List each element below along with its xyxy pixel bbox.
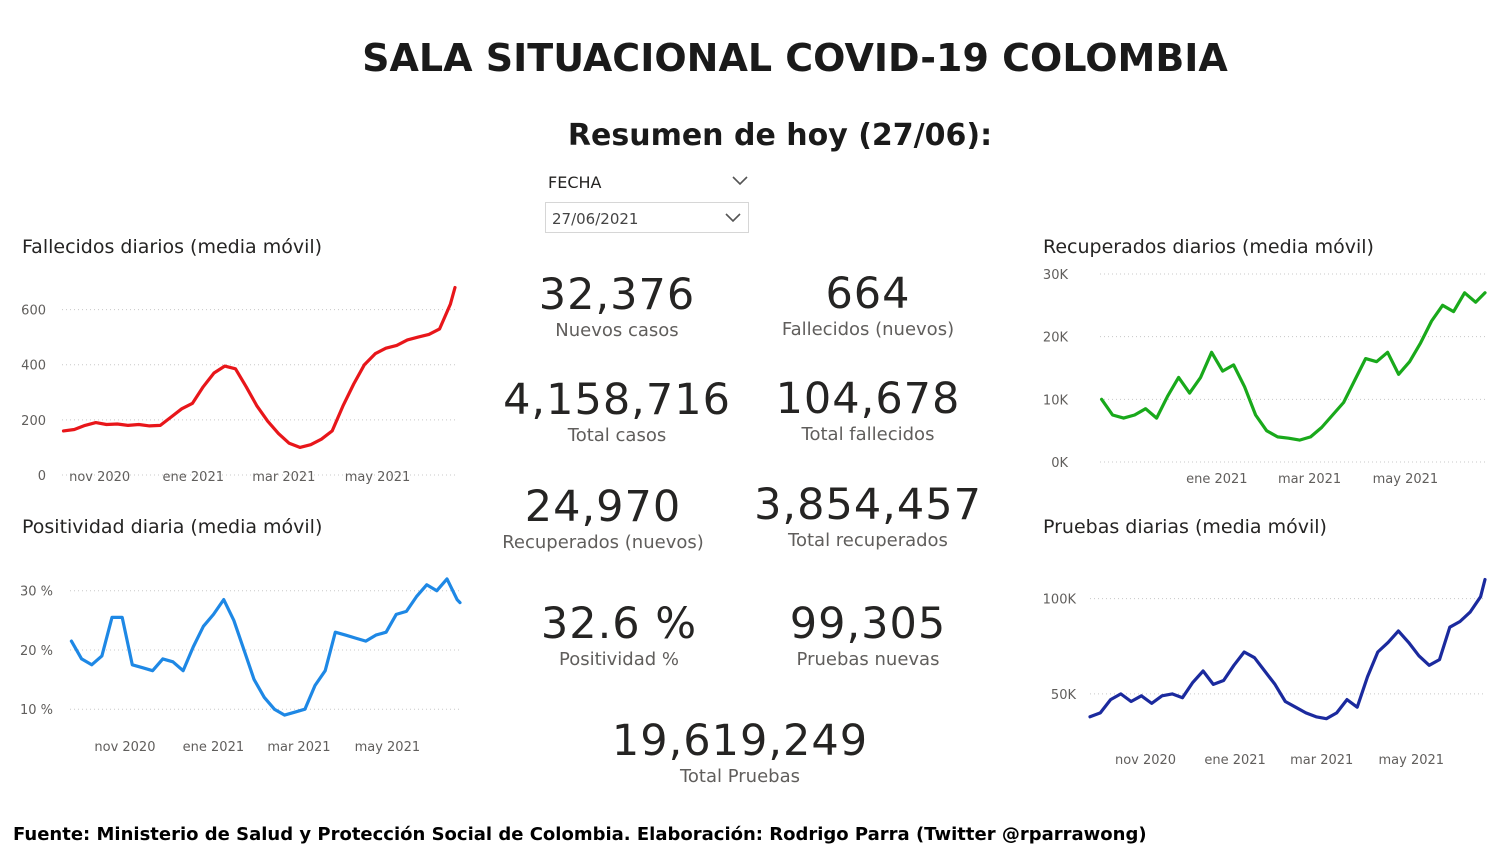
kpi-label: Fallecidos (nuevos)	[781, 319, 955, 340]
kpi-value: 3,854,457	[754, 480, 982, 530]
kpi-value: 104,678	[775, 374, 961, 424]
kpi-value: 4,158,716	[503, 375, 731, 425]
x-tick-label: may 2021	[1379, 753, 1445, 768]
chart-title-recuperados: Recuperados diarios (media móvil)	[1043, 236, 1374, 258]
y-tick-label: 20K	[1043, 331, 1069, 346]
y-tick-label: 30K	[1043, 268, 1069, 283]
pruebas-chart: 50K 100K nov 2020 ene 2021 mar 2021 may 2021	[1043, 577, 1487, 768]
kpi-value: 664	[825, 269, 911, 319]
kpi-label: Total Pruebas	[679, 766, 800, 787]
y-tick-label: 600	[21, 304, 46, 319]
kpi-positividad: 32.6 % Positividad %	[469, 600, 769, 671]
kpi-label: Positividad %	[558, 649, 680, 670]
y-tick-label: 50K	[1051, 688, 1077, 703]
chevron-down-icon	[725, 213, 741, 223]
kpi-total-pruebas: 19,619,249 Total Pruebas	[540, 717, 940, 788]
chart-title-fallecidos: Fallecidos diarios (media móvil)	[22, 236, 323, 258]
positividad-chart: 10 % 20 % 30 % nov 2020 ene 2021 mar 2021 may …	[20, 577, 462, 755]
kpi-value: 19,619,249	[611, 716, 869, 766]
series-line-fallecidos	[61, 285, 457, 449]
kpi-value: 32,376	[538, 270, 696, 320]
x-tick-label: mar 2021	[252, 470, 315, 485]
series-line-pruebas	[1088, 577, 1487, 721]
y-tick-label: 200	[21, 414, 46, 429]
x-tick-label: mar 2021	[267, 740, 330, 755]
kpi-label: Total fallecidos	[801, 424, 935, 445]
kpi-total-recuperados: 3,854,457 Total recuperados	[718, 481, 1018, 552]
chart-title-pruebas: Pruebas diarias (media móvil)	[1043, 516, 1327, 538]
x-tick-label: ene 2021	[1204, 753, 1265, 768]
kpi-label: Recuperados (nuevos)	[502, 532, 704, 553]
x-tick-label: may 2021	[355, 740, 421, 755]
series-line-positividad	[69, 577, 462, 717]
recuperados-chart: 0K 10K 20K 30K ene 2021 mar 2021 may 2021	[1043, 268, 1487, 487]
kpi-value: 32.6 %	[540, 599, 698, 649]
kpi-label: Pruebas nuevas	[796, 649, 940, 670]
source-footer: Fuente: Ministerio de Salud y Protección…	[13, 824, 1147, 845]
x-tick-label: ene 2021	[183, 740, 244, 755]
y-tick-label: 100K	[1043, 593, 1077, 608]
kpi-recuperados-nuevos: 24,970 Recuperados (nuevos)	[453, 483, 753, 554]
y-tick-label: 0K	[1051, 456, 1068, 471]
date-slicer-label: FECHA	[548, 173, 602, 192]
x-tick-label: ene 2021	[1186, 472, 1247, 487]
date-select-value: 27/06/2021	[552, 210, 639, 228]
summary-title: Resumen de hoy (27/06):	[567, 118, 993, 153]
y-tick-label: 400	[21, 359, 46, 374]
x-tick-label: ene 2021	[163, 470, 224, 485]
x-tick-label: may 2021	[1373, 472, 1439, 487]
y-tick-label: 30 %	[20, 585, 53, 600]
kpi-nuevos-casos: 32,376 Nuevos casos	[467, 271, 767, 342]
x-tick-label: mar 2021	[1290, 753, 1353, 768]
kpi-pruebas-nuevas: 99,305 Pruebas nuevas	[718, 600, 1018, 671]
kpi-value: 99,305	[789, 599, 947, 649]
fallecidos-chart: 0 200 400 600 nov 2020 ene 2021 mar 2021 may 20…	[21, 285, 457, 485]
kpi-fallecidos-nuevos: 664 Fallecidos (nuevos)	[718, 270, 1018, 341]
date-select[interactable]: 27/06/2021	[545, 202, 749, 233]
x-tick-label: nov 2020	[1115, 753, 1176, 768]
x-tick-label: nov 2020	[94, 740, 155, 755]
chevron-down-icon[interactable]	[730, 171, 750, 191]
kpi-total-fallecidos: 104,678 Total fallecidos	[718, 375, 1018, 446]
x-tick-label: nov 2020	[69, 470, 130, 485]
x-tick-label: mar 2021	[1278, 472, 1341, 487]
x-tick-label: may 2021	[345, 470, 411, 485]
y-tick-label: 10K	[1043, 393, 1069, 408]
y-tick-label: 0	[38, 469, 46, 484]
page-title: SALA SITUACIONAL COVID-19 COLOMBIA	[362, 36, 1228, 80]
y-tick-label: 10 %	[20, 703, 53, 718]
kpi-label: Nuevos casos	[555, 320, 679, 341]
chart-title-positividad: Positividad diaria (media móvil)	[22, 516, 323, 538]
y-tick-label: 20 %	[20, 644, 53, 659]
kpi-label: Total recuperados	[788, 530, 948, 551]
kpi-total-casos: 4,158,716 Total casos	[467, 376, 767, 447]
series-line-recuperados	[1099, 291, 1487, 442]
kpi-label: Total casos	[567, 425, 667, 446]
kpi-value: 24,970	[524, 482, 682, 532]
